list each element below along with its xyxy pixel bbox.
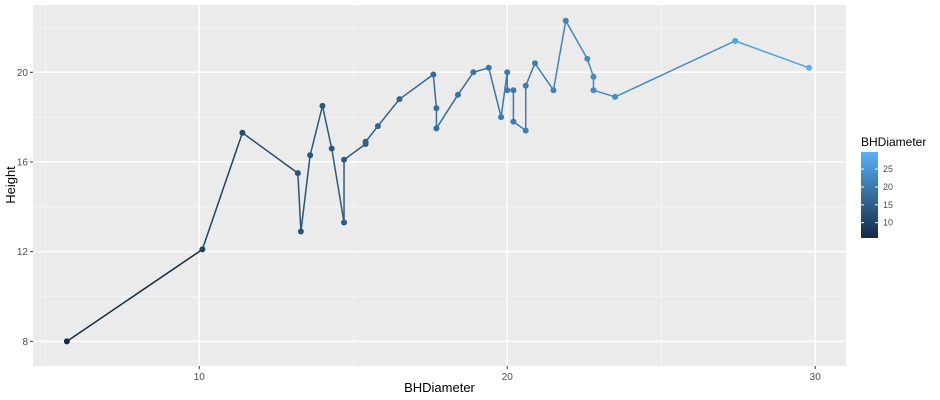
line-segment <box>457 71 475 96</box>
line-segment <box>592 89 616 98</box>
data-point <box>374 123 381 130</box>
line-segment <box>435 93 459 130</box>
legend-title: BHDiameter <box>861 135 926 149</box>
line-segment <box>321 105 333 150</box>
plot-panel <box>33 5 846 366</box>
data-point <box>612 93 619 100</box>
y-tick-label: 16 <box>17 157 29 168</box>
legend-break-label: 25 <box>883 164 893 174</box>
line-segment <box>201 132 244 251</box>
line-segment <box>500 71 508 118</box>
line-segment <box>300 154 311 233</box>
legend-break-label: 15 <box>883 200 893 210</box>
line-segment <box>524 62 536 87</box>
data-point <box>732 37 739 44</box>
x-tick-label: 30 <box>810 372 822 383</box>
data-point <box>433 105 440 112</box>
line-segment <box>241 132 299 174</box>
data-point <box>396 96 403 103</box>
data-point <box>454 91 461 98</box>
legend: BHDiameter 10 15 20 25 <box>861 135 926 238</box>
data-point <box>562 17 569 24</box>
data-point <box>510 87 517 94</box>
data-point <box>806 64 813 71</box>
data-point <box>328 145 335 152</box>
data-point <box>63 338 70 345</box>
data-point <box>590 87 597 94</box>
data-point <box>498 114 505 121</box>
data-point <box>522 82 529 89</box>
line-segment <box>330 147 345 224</box>
data-point <box>590 73 597 80</box>
data-point <box>362 138 369 145</box>
line-segment <box>398 73 435 100</box>
data-point <box>199 246 206 253</box>
line-segment <box>565 19 589 60</box>
data-point <box>504 69 511 76</box>
line-segment <box>66 248 204 343</box>
data-point <box>522 127 529 134</box>
legend-break-label: 20 <box>883 182 893 192</box>
line-segment <box>488 67 502 118</box>
x-tick-label: 20 <box>502 372 514 383</box>
data-point <box>550 87 557 94</box>
legend-colorbar <box>861 152 878 238</box>
data-point <box>504 87 511 94</box>
data-point <box>470 69 477 76</box>
y-axis-title: Height <box>3 166 18 204</box>
data-point <box>239 129 246 136</box>
line-segment <box>364 125 379 143</box>
x-axis-title: BHDiameter <box>404 380 475 395</box>
data-point <box>307 152 314 159</box>
line-segment <box>586 58 595 78</box>
data-point <box>341 156 348 163</box>
data-point <box>294 170 301 177</box>
data-point <box>297 228 304 235</box>
line-segment <box>377 98 401 127</box>
legend-break-label: 10 <box>883 218 893 228</box>
y-tick-label: 8 <box>22 337 28 348</box>
data-point <box>584 55 591 62</box>
data-point <box>510 118 517 125</box>
line-segment <box>432 73 438 109</box>
data-point <box>531 60 538 67</box>
data-point <box>485 64 492 71</box>
x-tick-label: 10 <box>194 372 206 383</box>
line-segment <box>297 172 302 233</box>
y-tick-label: 20 <box>17 68 29 79</box>
data-point <box>319 102 326 109</box>
series-points <box>63 17 813 345</box>
y-tick-label: 12 <box>17 247 29 258</box>
data-point <box>341 219 348 226</box>
grid-major <box>33 5 846 366</box>
line-segment <box>343 143 367 161</box>
y-axis: 8 12 16 20 <box>17 68 33 348</box>
legend-ticks: 10 15 20 25 <box>861 164 893 228</box>
line-segment <box>552 19 567 91</box>
line-segment <box>614 40 736 98</box>
grid-minor <box>33 5 846 366</box>
line-segment <box>309 105 324 156</box>
x-axis: 10 20 30 <box>194 366 821 383</box>
data-point <box>433 125 440 132</box>
line-segment <box>734 40 810 69</box>
data-point <box>430 71 437 78</box>
line-segment <box>534 62 555 91</box>
